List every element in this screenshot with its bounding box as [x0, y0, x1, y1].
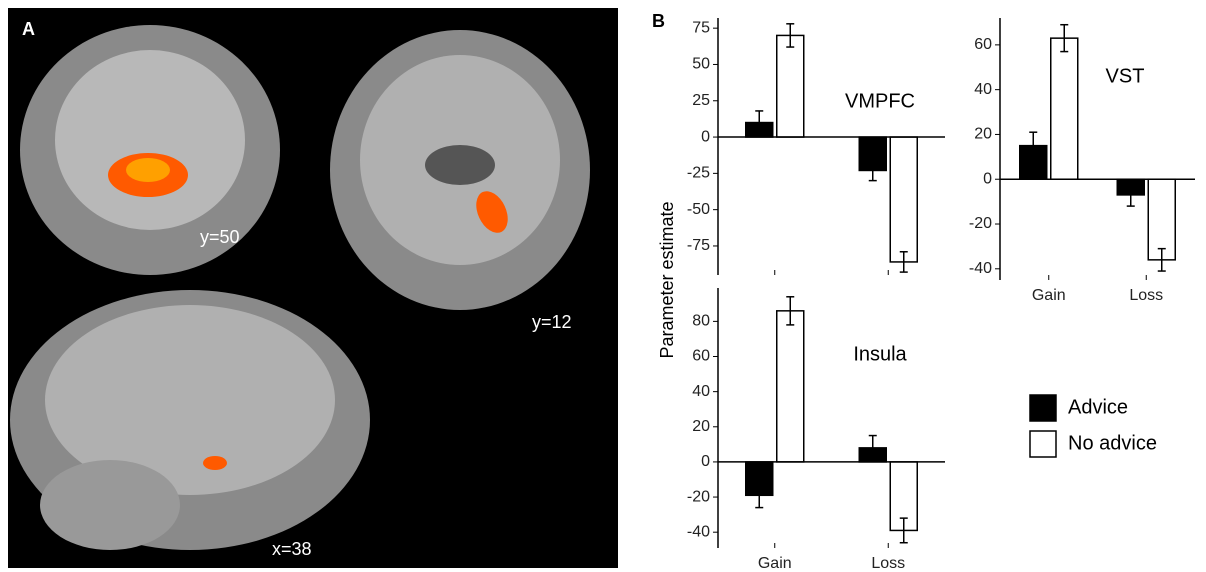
x-tick-label: Loss [1129, 287, 1163, 304]
y-tick-label: -20 [969, 215, 992, 232]
y-tick-label: 0 [701, 453, 710, 470]
y-tick-label: -20 [687, 488, 710, 505]
y-axis-label: Parameter estimate [657, 201, 677, 358]
brain-sagittal [10, 290, 370, 550]
bar [777, 35, 804, 137]
chart-title: VMPFC [845, 90, 915, 112]
chart-title: VST [1106, 65, 1145, 87]
y-tick-label: 0 [983, 170, 992, 187]
bar [1051, 38, 1078, 179]
y-tick-label: 40 [974, 81, 992, 98]
x-tick-label: Gain [758, 555, 792, 572]
bar [890, 137, 917, 262]
brain-coronal-2 [330, 30, 590, 310]
y-tick-label: 75 [692, 19, 710, 36]
figure: A y=50 y=12 x=38 B Parameter estimate 75… [0, 0, 1206, 572]
y-tick-label: -40 [969, 260, 992, 277]
legend-swatch [1030, 431, 1056, 457]
y-tick-label: 40 [692, 383, 710, 400]
legend-swatch [1030, 395, 1056, 421]
slice-label: y=50 [200, 227, 240, 247]
x-tick-label: Loss [871, 555, 905, 572]
bar [777, 311, 804, 462]
slice-label: x=38 [272, 539, 312, 559]
y-tick-label: -40 [687, 523, 710, 540]
y-tick-label: 50 [692, 56, 710, 73]
y-tick-label: 20 [692, 418, 710, 435]
y-tick-label: -25 [687, 165, 710, 182]
x-tick-label: Gain [1032, 287, 1066, 304]
slice-label: y=12 [532, 312, 572, 332]
y-tick-label: -75 [687, 237, 710, 254]
legend-label: No advice [1068, 432, 1157, 454]
y-tick-label: 60 [974, 36, 992, 53]
brain-coronal-1 [20, 25, 280, 275]
panel-label: B [652, 11, 665, 31]
y-tick-label: 80 [692, 313, 710, 330]
y-tick-label: 0 [701, 128, 710, 145]
bar [1148, 179, 1175, 260]
y-tick-label: -50 [687, 201, 710, 218]
y-tick-label: 25 [692, 92, 710, 109]
panel-label: A [22, 19, 35, 39]
y-tick-label: 60 [692, 348, 710, 365]
legend-label: Advice [1068, 396, 1128, 418]
y-tick-label: 20 [974, 126, 992, 143]
chart-title: Insula [853, 343, 907, 365]
